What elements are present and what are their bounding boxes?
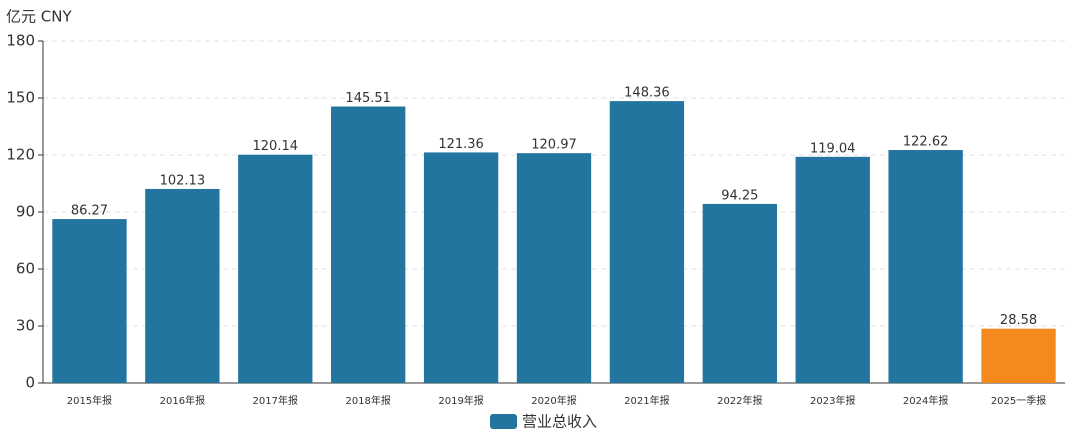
value-label: 94.25 — [721, 188, 758, 203]
y-tick-label: 180 — [6, 32, 35, 50]
bar — [423, 152, 499, 383]
y-tick-label: 150 — [6, 89, 35, 107]
y-tick-label: 60 — [16, 260, 35, 278]
value-label: 86.27 — [71, 204, 108, 219]
x-tick-label: 2017年报 — [253, 394, 298, 407]
value-label: 120.14 — [253, 139, 299, 154]
y-tick-label: 0 — [25, 374, 35, 392]
legend-label: 营业总收入 — [522, 413, 597, 431]
bar — [609, 101, 685, 383]
bar — [888, 150, 963, 383]
y-tick-label: 30 — [16, 317, 35, 335]
value-label: 145.51 — [345, 91, 391, 106]
bar — [702, 203, 777, 383]
x-tick-label: 2020年报 — [531, 394, 576, 407]
x-tick-label: 2021年报 — [624, 394, 669, 407]
value-label: 121.36 — [438, 137, 484, 152]
x-tick-label: 2015年报 — [67, 394, 112, 407]
bar — [238, 154, 313, 383]
x-tick-label: 2016年报 — [160, 394, 205, 407]
value-label: 148.36 — [624, 86, 670, 101]
y-tick-label: 120 — [6, 146, 35, 164]
x-tick-label: 2019年报 — [438, 394, 483, 407]
x-tick-label: 2025一季报 — [991, 394, 1046, 407]
bar — [981, 328, 1056, 383]
unit-label: 亿元 CNY — [6, 8, 72, 26]
bar — [516, 153, 592, 383]
x-tick-label: 2022年报 — [717, 394, 762, 407]
bar — [331, 106, 406, 383]
bar — [52, 219, 127, 383]
x-tick-label: 2024年报 — [903, 394, 948, 407]
value-label: 120.97 — [531, 138, 577, 153]
x-tick-label: 2018年报 — [345, 394, 390, 407]
bar — [145, 188, 220, 383]
y-tick-label: 90 — [16, 203, 35, 221]
value-label: 119.04 — [810, 141, 856, 156]
legend-swatch — [490, 414, 517, 429]
value-label: 122.62 — [903, 135, 949, 150]
bar — [795, 156, 870, 383]
value-label: 28.58 — [1000, 313, 1037, 328]
value-label: 102.13 — [160, 173, 206, 188]
x-tick-label: 2023年报 — [810, 394, 855, 407]
